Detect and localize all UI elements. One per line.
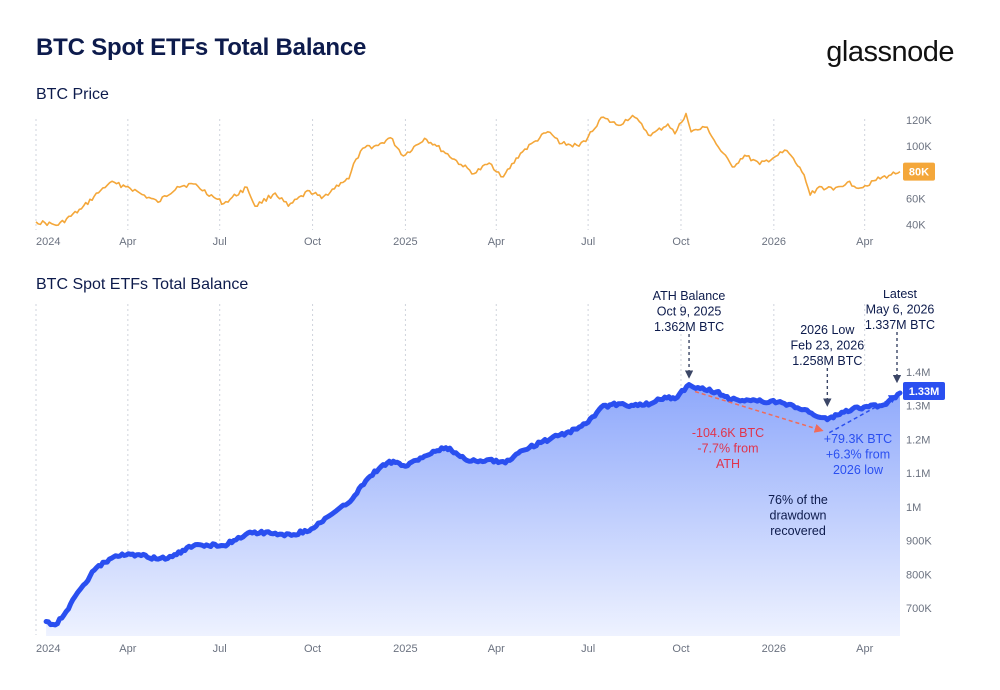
ath-annotation-label: ATH Balance: [653, 290, 726, 303]
drawdown-label: ATH: [716, 457, 740, 471]
balance-x-tick-label: Apr: [119, 643, 136, 655]
price-line: [35, 112, 901, 227]
drawdown-label: -104.6K BTC: [692, 426, 764, 440]
balance-y-tick-label: 900K: [906, 536, 932, 548]
price-x-tick-label: Apr: [119, 236, 136, 248]
balance-y-tick-label: 1M: [906, 502, 921, 514]
balance-x-tick-label: Oct: [672, 643, 689, 655]
balance-x-tick-label: Oct: [304, 643, 321, 655]
balance-x-tick-label: Apr: [488, 643, 505, 655]
balance-y-tick-label: 1.4M: [906, 367, 930, 379]
recovered-label: recovered: [770, 524, 826, 538]
recovered-label: drawdown: [770, 509, 827, 523]
balance-y-tick-label: 1.3M: [906, 401, 930, 413]
price-latest-badge-label: 80K: [909, 167, 929, 179]
price-y-tick-label: 120K: [906, 115, 932, 127]
balance-x-tick-label: Apr: [856, 643, 873, 655]
balance-latest-badge-label: 1.33M: [909, 386, 940, 398]
balance-x-tick-label: 2026: [762, 643, 786, 655]
ath-annotation-label: 1.362M BTC: [654, 320, 724, 334]
price-latest-badge: [903, 162, 935, 181]
balance-x-tick-label: 2024: [36, 643, 60, 655]
price-x-tick-label: 2024: [36, 236, 60, 248]
latest-annotation-label: May 6, 2026: [866, 303, 935, 317]
latest-annotation-label: Latest: [883, 290, 918, 301]
drawdown-label: -7.7% from: [697, 442, 758, 456]
balance-y-tick-label: 800K: [906, 569, 932, 581]
price-x-tick-label: Oct: [672, 236, 689, 248]
price-x-tick-label: 2025: [393, 236, 417, 248]
page-title: BTC Spot ETFs Total Balance: [36, 34, 367, 61]
balance-chart-title: BTC Spot ETFs Total Balance: [36, 276, 249, 293]
btc-price-chart: 2024 Apr Jul Oct 2025 Apr Jul Oct 2026 Apr 40K 60K 8…: [35, 112, 935, 248]
price-x-tick-label: Apr: [856, 236, 873, 248]
balance-y-tick-label: 1.1M: [906, 468, 930, 480]
recovery-label: +79.3K BTC: [824, 432, 892, 446]
balance-y-tick-label: 1.2M: [906, 434, 930, 446]
recovered-label: 76% of the: [768, 493, 828, 507]
price-y-tick-label: 100K: [906, 141, 932, 153]
price-x-tick-label: 2026: [762, 236, 786, 248]
latest-annotation-label: 1.337M BTC: [865, 318, 935, 332]
price-x-tick-label: Oct: [304, 236, 321, 248]
price-chart-title: BTC Price: [36, 86, 109, 103]
recovery-label: +6.3% from: [826, 448, 890, 462]
glassnode-logo: glassnode: [826, 36, 954, 68]
recovery-arrow: [828, 394, 898, 434]
price-y-tick-label: 40K: [906, 219, 926, 231]
recovery-label: 2026 low: [833, 463, 884, 477]
balance-x-tick-label: Jul: [581, 643, 595, 655]
low-annotation-label: 2026 Low: [800, 323, 855, 337]
balance-y-tick-label: 700K: [906, 603, 932, 615]
balance-x-tick-label: Jul: [213, 643, 227, 655]
balance-x-tick-label: 2025: [393, 643, 417, 655]
etf-balance-chart: 2024 Apr Jul Oct 2025 Apr Jul Oct 2026 Apr 700K 800…: [35, 290, 945, 655]
drawdown-arrow: [694, 390, 824, 433]
balance-area: [46, 384, 901, 636]
ath-annotation-label: Oct 9, 2025: [657, 305, 722, 319]
low-annotation-label: 1.258M BTC: [792, 354, 862, 368]
balance-latest-badge: [903, 382, 945, 401]
balance-line: [43, 382, 903, 628]
price-y-tick-label: 60K: [906, 193, 926, 205]
price-x-tick-label: Jul: [581, 236, 595, 248]
price-x-tick-label: Jul: [213, 236, 227, 248]
low-annotation-label: Feb 23, 2026: [790, 339, 864, 353]
price-x-tick-label: Apr: [488, 236, 505, 248]
